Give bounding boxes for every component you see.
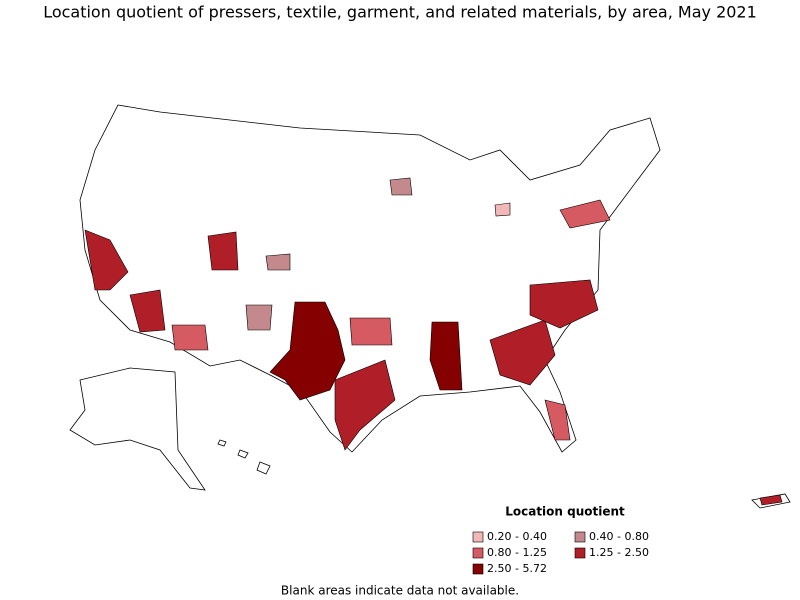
legend-label: 0.80 - 1.25 (487, 546, 547, 559)
legend-swatch (574, 547, 586, 559)
legend-label: 0.20 - 0.40 (487, 530, 547, 543)
legend-swatch (472, 531, 484, 543)
legend-title: Location quotient (505, 505, 625, 519)
region-carolinas (529, 279, 599, 329)
region-texas (269, 301, 346, 401)
region-northeast (559, 199, 611, 229)
legend-swatch (472, 547, 484, 559)
map-title: Location quotient of pressers, textile, … (43, 3, 757, 22)
region-california (84, 229, 129, 291)
legend-label: 2.50 - 5.72 (487, 562, 547, 575)
region-kansas (265, 253, 291, 271)
region-puerto-rico (759, 494, 783, 506)
region-texas-gulf (334, 359, 396, 451)
legend-label: 1.25 - 2.50 (589, 546, 649, 559)
legend: 0.20 - 0.40 0.40 - 0.80 0.80 - 1.25 1.25 - … (472, 530, 649, 575)
legend-swatch (574, 531, 586, 543)
alaska (69, 367, 206, 491)
region-ohio (494, 202, 511, 217)
region-arizona (129, 289, 166, 333)
region-southeast (489, 319, 556, 386)
legend-swatch (472, 563, 484, 575)
region-florida (544, 399, 571, 441)
hawaii (217, 439, 271, 475)
region-mississippi (429, 321, 463, 391)
us-map (69, 104, 791, 509)
legend-label: 0.40 - 0.80 (589, 530, 649, 543)
region-utah (245, 304, 273, 331)
region-new-mexico (171, 324, 209, 351)
region-colorado (207, 231, 239, 271)
region-midwest (389, 177, 413, 196)
footnote: Blank areas indicate data not available. (281, 584, 519, 598)
region-oklahoma-east (349, 317, 393, 346)
